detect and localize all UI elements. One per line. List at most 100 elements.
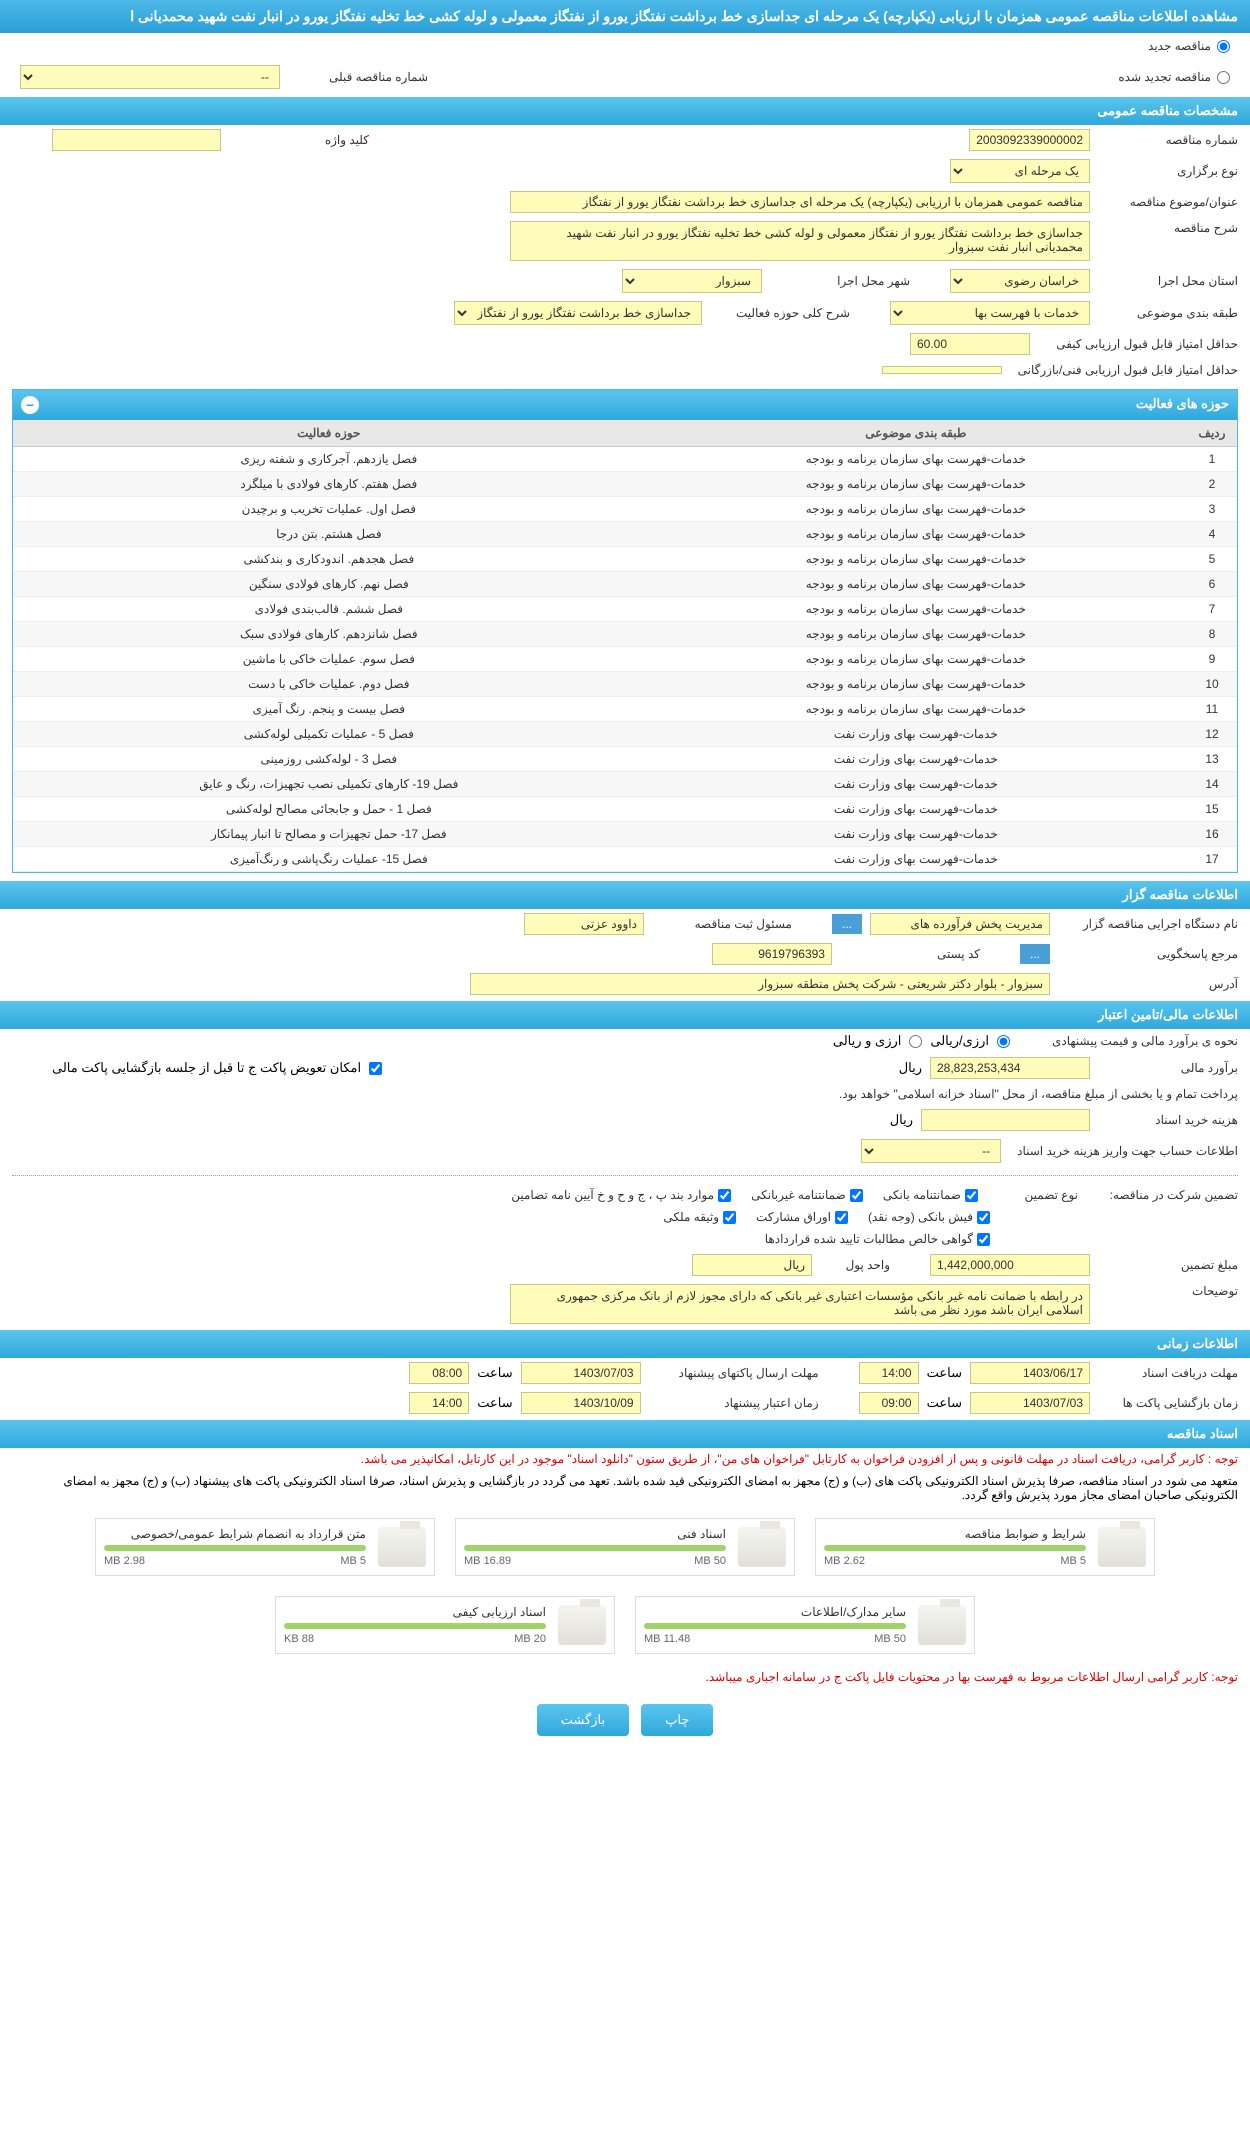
cell-rownum: 6 (1187, 572, 1237, 597)
response-button[interactable]: ... (1020, 944, 1050, 964)
cb-property[interactable] (723, 1211, 736, 1224)
cell-rownum: 3 (1187, 497, 1237, 522)
progress-bar (464, 1545, 726, 1551)
cell-rownum: 13 (1187, 747, 1237, 772)
city-select[interactable]: سبزوار (622, 269, 762, 293)
activity-area-select[interactable]: جداسازی خط برداشت نفتگاز یورو از نفتگاز (454, 301, 702, 325)
keyword-field[interactable] (52, 129, 221, 151)
cell-category: خدمات-فهرست بهای وزارت نفت (645, 722, 1187, 747)
desc-label: شرح مناقصه (1098, 221, 1238, 235)
open-label: زمان بازگشایی پاکت ها (1098, 1396, 1238, 1410)
cell-area: فصل سوم. عملیات خاکی با ماشین (13, 647, 645, 672)
min-quality-field: 60.00 (910, 333, 1030, 355)
cb-cash[interactable] (977, 1211, 990, 1224)
submit-label: مهلت ارسال پاکتهای پیشنهاد (649, 1366, 819, 1380)
cb-contracts[interactable] (977, 1233, 990, 1246)
th-row: ردیف (1187, 420, 1237, 447)
cell-area: فصل دوم. عملیات خاکی با دست (13, 672, 645, 697)
table-row: 11خدمات-فهرست بهای سازمان برنامه و بودجه… (13, 697, 1237, 722)
document-card[interactable]: شرایط و ضوابط مناقصه 5 MB2.62 MB (815, 1518, 1155, 1576)
doc-limit: 50 MB (874, 1633, 906, 1645)
doc-title: اسناد فنی (464, 1527, 726, 1541)
exec-more-button[interactable]: ... (832, 914, 862, 934)
prev-tender-select[interactable]: -- (20, 65, 280, 89)
guarantee-type-label: نوع تضمین (998, 1188, 1078, 1202)
table-row: 15خدمات-فهرست بهای وزارت نفتفصل 1 - حمل … (13, 797, 1237, 822)
cell-rownum: 5 (1187, 547, 1237, 572)
cell-area: فصل نهم. کارهای فولادی سنگین (13, 572, 645, 597)
account-select[interactable]: -- (861, 1139, 1001, 1163)
receive-time-label: ساعت (927, 1365, 962, 1381)
doc-size: 2.62 MB (824, 1555, 865, 1567)
cell-rownum: 4 (1187, 522, 1237, 547)
prev-tender-label: شماره مناقصه قبلی (288, 70, 428, 84)
holding-type-select[interactable]: یک مرحله ای (950, 159, 1090, 183)
section-documents: اسناد مناقصه (0, 1420, 1250, 1448)
doc-note-3: توجه: کاربر گرامی ارسال اطلاعات مربوط به… (0, 1666, 1250, 1688)
validity-time-label: ساعت (477, 1395, 512, 1411)
payment-note: پرداخت تمام و یا بخشی از مبلغ مناقصه، از… (839, 1087, 1238, 1101)
cb-bank[interactable] (965, 1189, 978, 1202)
document-card[interactable]: اسناد فنی 50 MB 16.89 MB (455, 1518, 795, 1576)
radio-rial[interactable] (997, 1035, 1010, 1048)
document-card[interactable]: سایر مدارک/اطلاعات 50 MB11.48 MB (635, 1596, 975, 1654)
cb-bonds[interactable] (835, 1211, 848, 1224)
replace-checkbox[interactable] (369, 1062, 382, 1075)
province-select[interactable]: خراسان رضوی (950, 269, 1090, 293)
tender-no-field: 2003092339000002 (969, 129, 1090, 151)
collapse-icon[interactable]: − (21, 396, 39, 414)
cell-area: فصل 19- کارهای تکمیلی نصب تجهیزات، رنگ و… (13, 772, 645, 797)
table-row: 8خدمات-فهرست بهای سازمان برنامه و بودجهف… (13, 622, 1237, 647)
exec-name-field: مدیریت پخش فرآورده های (870, 913, 1050, 935)
document-card[interactable]: متن قرارداد به انضمام شرایط عمومی/خصوصی … (95, 1518, 435, 1576)
folder-icon (918, 1605, 966, 1645)
cell-area: فصل هشتم. بتن درجا (13, 522, 645, 547)
radio-renewed-tender[interactable] (1217, 71, 1230, 84)
subject-field: مناقصه عمومی همزمان با ارزیابی (یکپارچه)… (510, 191, 1090, 213)
cell-area: فصل ششم. قالب‌بندی فولادی (13, 597, 645, 622)
guarantee-title: تضمین شرکت در مناقصه: (1098, 1188, 1238, 1202)
cell-area: فصل شانزدهم. کارهای فولادی سبک (13, 622, 645, 647)
document-card[interactable]: اسناد ارزیابی کیفی 20 MB88 KB (275, 1596, 615, 1654)
activity-table-container: حوزه های فعالیت − ردیف طبقه بندی موضوعی … (12, 389, 1238, 873)
documents-grid: شرایط و ضوابط مناقصه 5 MB2.62 MB اسناد ف… (0, 1506, 1250, 1666)
folder-icon (738, 1527, 786, 1567)
cb-nonbank[interactable] (850, 1189, 863, 1202)
cell-rownum: 16 (1187, 822, 1237, 847)
page-title-bar: مشاهده اطلاعات مناقصه عمومی همزمان با ار… (0, 0, 1250, 33)
progress-bar (644, 1623, 906, 1629)
exec-name-label: نام دستگاه اجرایی مناقصه گزار (1058, 917, 1238, 931)
table-row: 2خدمات-فهرست بهای سازمان برنامه و بودجهف… (13, 472, 1237, 497)
back-button[interactable]: بازگشت (537, 1704, 629, 1736)
radio-foreign[interactable] (909, 1035, 922, 1048)
radio-new-label: مناقصه جدید (1148, 39, 1211, 53)
print-button[interactable]: چاپ (641, 1704, 713, 1736)
cell-category: خدمات-فهرست بهای سازمان برنامه و بودجه (645, 572, 1187, 597)
cb-clauses[interactable] (718, 1189, 731, 1202)
radio-new-tender[interactable] (1217, 40, 1230, 53)
doc-title: شرایط و ضوابط مناقصه (824, 1527, 1086, 1541)
table-row: 13خدمات-فهرست بهای وزارت نفتفصل 3 - لوله… (13, 747, 1237, 772)
estimate-field: 28,823,253,434 (930, 1057, 1090, 1079)
cell-category: خدمات-فهرست بهای وزارت نفت (645, 797, 1187, 822)
doc-cost-field[interactable] (921, 1109, 1090, 1131)
validity-time: 14:00 (409, 1392, 469, 1414)
cell-category: خدمات-فهرست بهای سازمان برنامه و بودجه (645, 622, 1187, 647)
radio-renewed-label: مناقصه تجدید شده (1118, 70, 1211, 84)
min-tech-label: حداقل امتیاز قابل قبول ارزیابی فنی/بازرگ… (1010, 363, 1238, 377)
validity-label: زمان اعتبار پیشنهاد (649, 1396, 819, 1410)
cell-rownum: 2 (1187, 472, 1237, 497)
doc-limit: 50 MB (694, 1555, 726, 1567)
response-label: مرجع پاسخگویی (1058, 947, 1238, 961)
doc-title: متن قرارداد به انضمام شرایط عمومی/خصوصی (104, 1527, 366, 1541)
section-financial: اطلاعات مالی/تامین اعتبار (0, 1001, 1250, 1029)
receive-date: 1403/06/17 (970, 1362, 1090, 1384)
cell-rownum: 14 (1187, 772, 1237, 797)
category-select[interactable]: خدمات با فهرست بها (890, 301, 1090, 325)
address-label: آدرس (1058, 977, 1238, 991)
table-row: 14خدمات-فهرست بهای وزارت نفتفصل 19- کاره… (13, 772, 1237, 797)
cell-category: خدمات-فهرست بهای سازمان برنامه و بودجه (645, 447, 1187, 472)
progress-bar (824, 1545, 1086, 1551)
doc-size: 16.89 MB (464, 1555, 511, 1567)
cell-category: خدمات-فهرست بهای سازمان برنامه و بودجه (645, 547, 1187, 572)
